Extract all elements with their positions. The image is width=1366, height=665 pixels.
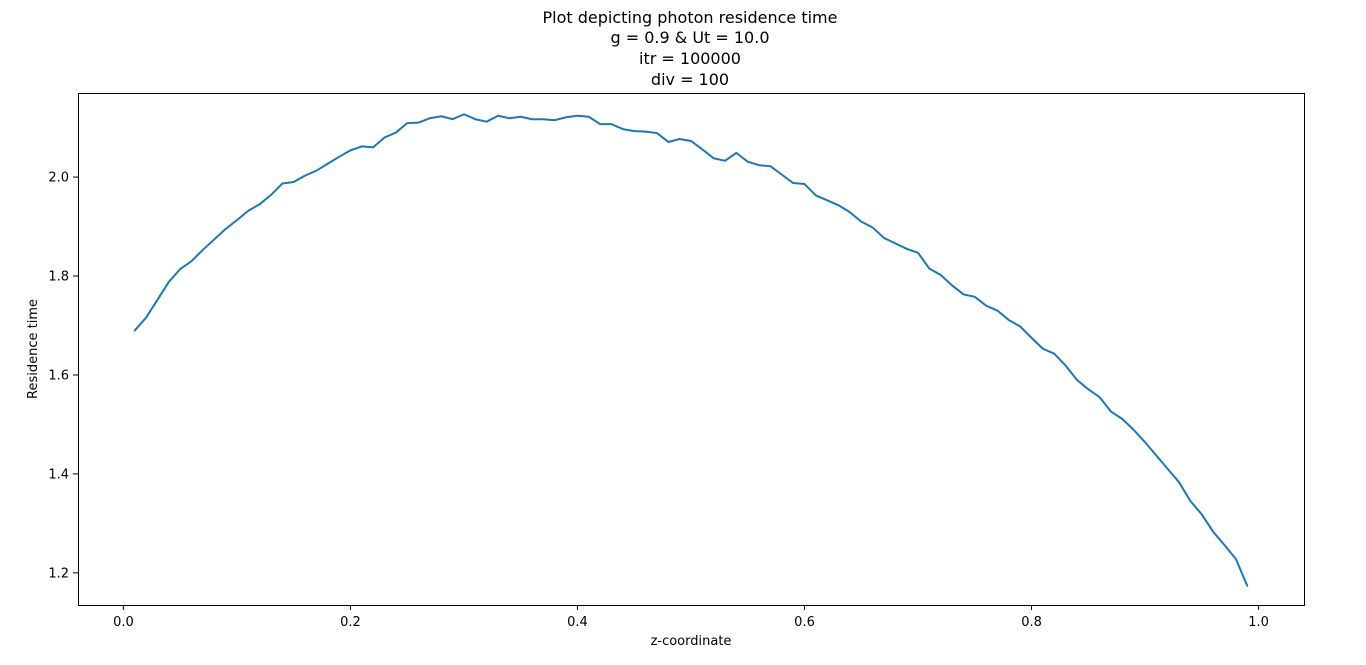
chart-title: Plot depicting photon residence time g =… [543,8,838,89]
y-tick-label: 2.0 [48,171,69,186]
chart-title-line-2: g = 0.9 & Ut = 10.0 [610,28,769,47]
chart-title-line-3: itr = 100000 [639,49,741,68]
y-tick-label: 1.4 [48,467,69,482]
plot-area [78,93,1305,606]
x-tick-label: 0.8 [1021,615,1042,630]
y-tick-label: 1.6 [48,368,69,383]
x-tick-label: 0.0 [113,615,134,630]
series-line-0 [133,113,1249,587]
chart-title-line-1: Plot depicting photon residence time [543,8,838,27]
plot-frame [78,93,1305,606]
x-axis-ticks: 0.0 0.2 0.4 0.6 0.8 1.0 [113,605,1269,630]
x-tick-label: 1.0 [1248,615,1269,630]
chart-title-line-4: div = 100 [651,70,729,89]
y-axis-label: Residence time [26,299,41,399]
y-tick-label: 1.8 [48,270,69,285]
x-tick-label: 0.2 [340,615,361,630]
x-axis-label: z-coordinate [651,634,732,649]
y-tick-label: 1.2 [48,566,69,581]
x-tick-label: 0.6 [794,615,815,630]
x-tick-label: 0.4 [567,615,588,630]
y-axis-ticks: 1.2 1.4 1.6 1.8 2.0 [48,171,78,581]
